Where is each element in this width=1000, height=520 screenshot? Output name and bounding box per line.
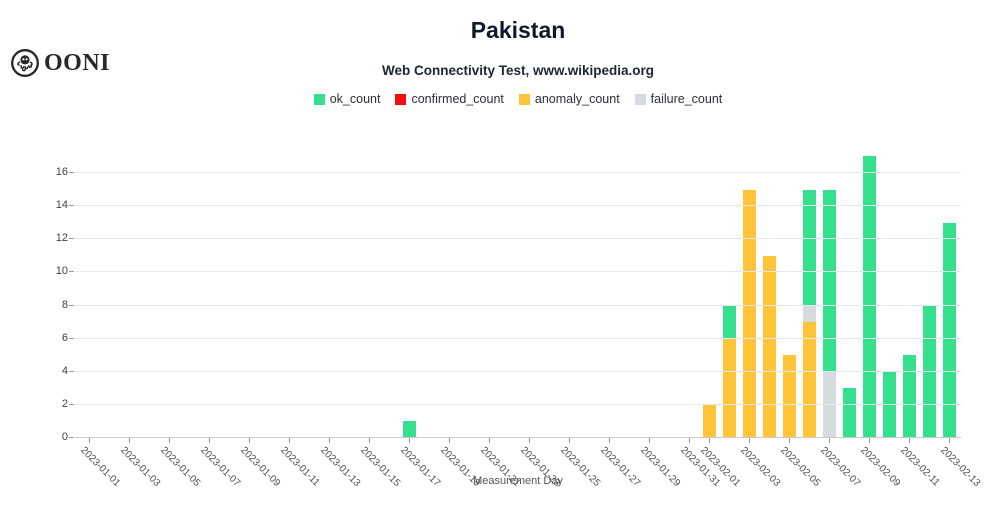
y-axis-tick-label: 6	[61, 331, 68, 344]
bar-2023-02-12-ok_count[interactable]	[922, 305, 936, 438]
legend-swatch-icon	[518, 93, 530, 105]
x-axis-tick-mark	[449, 438, 450, 443]
x-axis-tick-mark	[289, 438, 290, 443]
x-axis-tick-mark	[489, 438, 490, 443]
chart-legend: ok_count confirmed_count anomaly_count fail…	[75, 92, 961, 106]
x-axis-tick-mark	[569, 438, 570, 443]
bar-2023-02-10-ok_count[interactable]	[882, 371, 896, 438]
chart-subtitle: Web Connectivity Test, www.wikipedia.org	[381, 63, 655, 78]
x-axis-tick-mark	[829, 438, 830, 443]
y-axis-tick-label: 16	[55, 166, 68, 178]
bar-2023-02-02-anomaly_count[interactable]	[722, 338, 736, 438]
x-axis-tick-mark	[709, 438, 710, 443]
y-axis-tick-mark	[69, 271, 74, 273]
x-axis-tick-mark	[909, 438, 910, 443]
x-axis-tick-mark	[89, 438, 90, 443]
legend-label: failure_count	[650, 92, 723, 106]
legend-label: ok_count	[329, 92, 381, 106]
y-axis-tick-mark	[69, 205, 74, 207]
legend-swatch-icon	[313, 93, 325, 105]
bar-2023-02-09-ok_count[interactable]	[862, 156, 876, 438]
y-axis-tick-mark	[69, 370, 74, 372]
legend-item-ok_count[interactable]: ok_count	[313, 92, 381, 106]
legend-swatch-icon	[634, 93, 646, 105]
x-axis-tick-mark	[249, 438, 250, 443]
y-axis-tick-mark	[69, 172, 74, 173]
x-axis-tick-mark	[129, 438, 130, 443]
bar-2023-02-08-ok_count[interactable]	[842, 388, 856, 438]
x-axis-tick-mark	[409, 438, 410, 443]
bar-2023-02-06-failure_count[interactable]	[802, 305, 816, 323]
gridline-y-14	[75, 205, 961, 207]
bar-2023-02-03-anomaly_count[interactable]	[742, 189, 756, 438]
x-axis-tick-mark	[649, 438, 650, 443]
gridline-y-16	[75, 172, 961, 173]
chart-title: Pakistan	[470, 17, 566, 43]
gridline-y-12	[75, 238, 961, 240]
plot-area: Measurement Day 0 2 4 6 8 10 12 14 16 2023-01-01 2…	[56, 150, 982, 489]
x-axis-tick-mark	[329, 438, 330, 443]
bar-2023-02-07-failure_count[interactable]	[822, 371, 836, 438]
x-axis-tick-mark	[869, 438, 870, 443]
x-axis-line	[75, 437, 961, 438]
bar-2023-02-01-anomaly_count[interactable]	[702, 404, 716, 438]
x-axis-tick-mark	[749, 438, 750, 443]
bar-2023-02-11-ok_count[interactable]	[902, 355, 916, 438]
gridline-y-10	[75, 271, 961, 273]
gridline-y-2	[75, 403, 961, 405]
x-axis-title: Measurement Day	[473, 475, 563, 487]
gridline-y-6	[75, 337, 961, 339]
bar-2023-02-02-ok_count[interactable]	[722, 305, 736, 339]
y-axis-tick-label: 10	[55, 265, 68, 278]
y-axis-tick-mark	[69, 238, 74, 240]
y-axis-tick-mark	[69, 437, 74, 438]
bar-2023-02-13-ok_count[interactable]	[942, 222, 956, 438]
legend-label: anomaly_count	[534, 92, 620, 106]
y-axis-tick-label: 8	[61, 298, 68, 311]
gridline-y-8	[75, 304, 961, 306]
x-axis-tick-mark	[209, 438, 210, 443]
ooni-logo[interactable]: OONI	[10, 48, 110, 78]
legend-item-failure_count[interactable]: failure_count	[634, 92, 723, 106]
x-axis-tick-mark	[529, 438, 530, 443]
x-axis-tick-mark	[609, 438, 610, 443]
y-axis-tick-label: 0	[61, 431, 68, 443]
ooni-logo-text: OONI	[44, 50, 111, 76]
legend-swatch-icon	[395, 93, 407, 105]
legend-item-confirmed_count[interactable]: confirmed_count	[395, 92, 504, 106]
bar-2023-02-05-anomaly_count[interactable]	[782, 355, 796, 438]
legend-item-anomaly_count[interactable]: anomaly_count	[518, 92, 620, 106]
legend-label: confirmed_count	[411, 92, 504, 106]
y-axis-tick-label: 4	[61, 364, 68, 377]
bar-2023-01-17-ok_count[interactable]	[402, 421, 416, 438]
x-axis-tick-mark	[369, 438, 370, 443]
x-axis-tick-mark	[949, 438, 950, 443]
x-axis-tick-mark	[169, 438, 170, 443]
gridline-y-4	[75, 370, 961, 372]
bar-2023-02-06-ok_count[interactable]	[802, 189, 816, 306]
x-axis-tick-mark	[789, 438, 790, 443]
bar-2023-02-07-ok_count[interactable]	[822, 189, 836, 372]
bar-2023-02-04-anomaly_count[interactable]	[762, 255, 776, 438]
y-axis-tick-mark	[69, 403, 74, 405]
y-axis-tick-mark	[69, 337, 74, 339]
y-axis-tick-mark	[69, 304, 74, 306]
y-axis-tick-label: 14	[55, 199, 68, 212]
y-axis-tick-label: 12	[55, 232, 68, 245]
ooni-octopus-icon	[11, 49, 39, 77]
bar-2023-02-06-anomaly_count[interactable]	[802, 322, 816, 438]
y-axis-tick-label: 2	[61, 397, 68, 410]
x-axis-tick-mark	[689, 438, 690, 443]
